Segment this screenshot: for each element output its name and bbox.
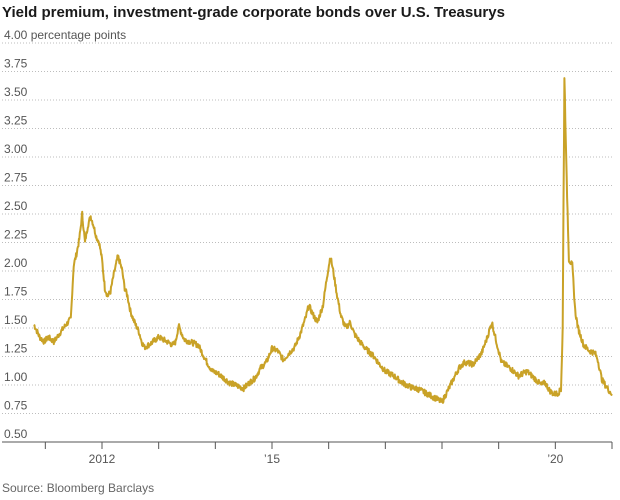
- y-tick-label: 3.75: [4, 57, 28, 71]
- y-tick-label: 2.25: [4, 228, 28, 242]
- x-tick-label: ’20: [547, 452, 563, 466]
- y-tick-label: 1.00: [4, 370, 28, 384]
- y-tick-label: 0.50: [4, 427, 28, 441]
- y-tick-label: 2.00: [4, 256, 28, 270]
- y-tick-label: 3.25: [4, 114, 28, 128]
- y-tick-label: 4.00 percentage points: [4, 28, 126, 42]
- series-layer: [33, 77, 613, 404]
- y-tick-label: 1.75: [4, 285, 28, 299]
- y-tick-label: 2.50: [4, 199, 28, 213]
- series-line: [33, 77, 613, 404]
- y-tick-label: 2.75: [4, 171, 28, 185]
- x-tick-label: ’15: [264, 452, 280, 466]
- chart-title: Yield premium, investment-grade corporat…: [2, 4, 505, 21]
- y-tick-label: 1.50: [4, 313, 28, 327]
- x-tick-label: 2012: [89, 452, 116, 466]
- grid-layer: [2, 42, 612, 443]
- y-tick-label: 3.50: [4, 85, 28, 99]
- y-tick-label: 3.00: [4, 142, 28, 156]
- x-ticks: 2012 ’15 ’20: [44, 442, 613, 466]
- y-tick-label: 1.25: [4, 342, 28, 356]
- y-tick-label: 0.75: [4, 399, 28, 413]
- y-tick-labels: 0.50 0.75 1.00 1.25 1.50 1.75 2.00 2.25 2.50 2.75…: [4, 28, 126, 441]
- source-note: Source: Bloomberg Barclays: [2, 481, 155, 495]
